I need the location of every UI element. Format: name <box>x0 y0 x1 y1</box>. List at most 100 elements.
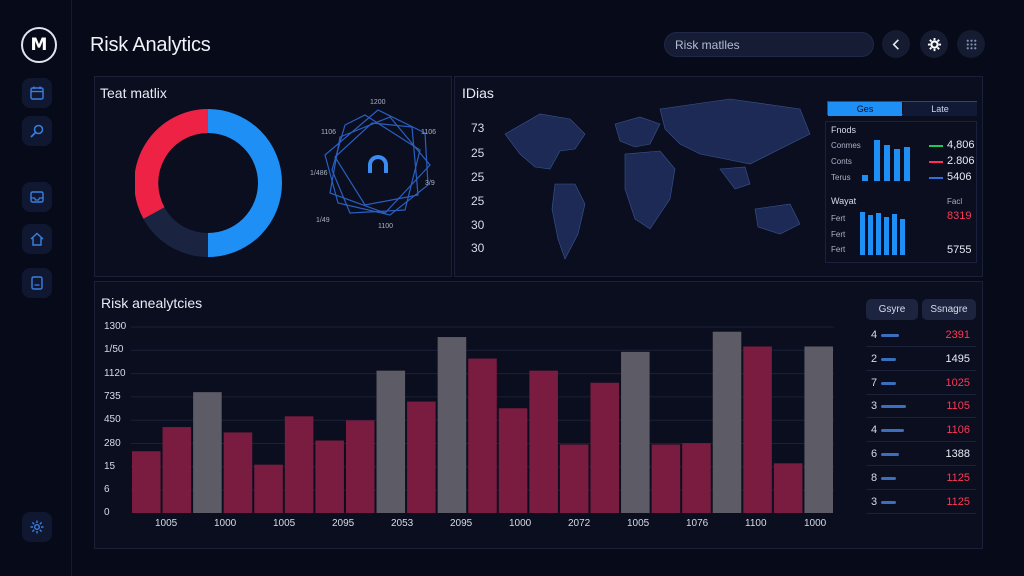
legend-swatch <box>929 145 943 147</box>
mini-row-label: Fert <box>831 214 846 223</box>
x-tick-label: 1076 <box>686 518 709 529</box>
list-item[interactable]: 7 1025 <box>866 372 976 395</box>
grid-icon[interactable] <box>957 30 985 58</box>
list-item-index: 2 <box>871 352 878 365</box>
list-item[interactable]: 4 1106 <box>866 419 976 443</box>
chart-bar[interactable] <box>651 444 681 513</box>
mini-chart-box <box>825 121 977 263</box>
map-value: 25 <box>471 194 485 208</box>
home-icon[interactable] <box>22 224 52 254</box>
inbox-icon[interactable] <box>22 182 52 212</box>
legend-swatch <box>929 177 943 179</box>
chart-bar[interactable] <box>804 346 833 513</box>
chart-bar[interactable] <box>621 351 650 513</box>
radar-label: 3/9 <box>425 180 435 187</box>
chart-bar[interactable] <box>193 392 222 513</box>
list-item[interactable]: 2 1495 <box>866 348 976 371</box>
list-item-bar <box>881 500 896 504</box>
map-panel: IDias 73 25 25 25 30 30 Ges Late Fnods C… <box>454 76 983 277</box>
list-item-bar <box>881 405 906 409</box>
list-item[interactable]: 4 2391 <box>866 324 976 347</box>
list-item-value: 1125 <box>946 495 970 508</box>
tab-late[interactable]: Late <box>903 102 977 116</box>
search-input[interactable] <box>664 32 874 57</box>
y-tick-label: 1120 <box>104 367 126 379</box>
list-item[interactable]: 8 1125 <box>866 467 976 490</box>
list-item-value: 1025 <box>945 376 970 389</box>
x-tick-label: 1005 <box>627 518 650 529</box>
app-logo[interactable]: M <box>21 27 57 63</box>
x-tick-label: 1000 <box>509 518 532 529</box>
mini-small-label: Facl <box>947 197 963 206</box>
chart-bar[interactable] <box>162 427 192 513</box>
x-tick-label: 1005 <box>273 518 296 529</box>
chart-bar[interactable] <box>284 416 314 513</box>
chart-bar[interactable] <box>743 346 772 513</box>
list-item-bar <box>881 381 896 385</box>
chart-bar[interactable] <box>376 370 406 513</box>
map-value: 30 <box>471 241 485 255</box>
list-item-index: 3 <box>871 400 878 413</box>
chart-bar[interactable] <box>345 420 375 513</box>
search-icon[interactable] <box>22 116 52 146</box>
x-tick-label: 2095 <box>332 518 355 529</box>
map-value: 25 <box>471 170 485 184</box>
list-item-value: 1106 <box>946 424 970 437</box>
list-item-bar <box>881 334 899 337</box>
list-item[interactable]: 3 1125 <box>866 491 976 514</box>
chart-bar[interactable] <box>468 358 497 513</box>
radar-label: 1106 <box>321 129 337 136</box>
chart-bar[interactable] <box>223 432 253 513</box>
risk-analytics-title: Risk anealytcies <box>101 295 203 311</box>
x-tick-label: 1000 <box>804 518 827 529</box>
map-title: IDias <box>462 85 494 101</box>
chart-bar[interactable] <box>132 451 161 513</box>
radar-chart <box>324 109 431 216</box>
radar-label: 1100 <box>378 223 394 230</box>
chart-bar[interactable] <box>407 401 436 513</box>
list-item-index: 8 <box>871 471 878 484</box>
heat-matrix-panel: Teat matlix 1200 1106 3/9 1100 1/49 1/48… <box>94 76 452 277</box>
chart-bar[interactable] <box>437 337 467 513</box>
heat-matrix-title: Teat matlix <box>100 85 167 101</box>
mini-bars-top <box>862 140 910 181</box>
radar-label: 1106 <box>421 129 437 136</box>
gear-icon[interactable] <box>920 30 948 58</box>
gsyre-button[interactable]: Gsyre <box>866 299 918 320</box>
mini-value: 5755 <box>947 244 972 256</box>
map-value: 30 <box>471 218 485 232</box>
tab-ges[interactable]: Ges <box>828 102 902 116</box>
settings-icon[interactable] <box>22 512 52 542</box>
chart-bar[interactable] <box>559 444 589 513</box>
calendar-icon[interactable] <box>22 78 52 108</box>
x-tick-label: 2072 <box>568 518 591 529</box>
map-value: 25 <box>471 146 485 160</box>
y-tick-label: 1300 <box>104 321 127 332</box>
x-tick-label: 2095 <box>450 518 473 529</box>
chart-bar[interactable] <box>529 370 558 513</box>
risk-bar-chart <box>131 326 834 513</box>
chart-bar[interactable] <box>498 408 528 513</box>
list-item[interactable]: 3 1105 <box>866 395 976 419</box>
list-item-index: 4 <box>871 329 878 341</box>
chevron-left-icon[interactable] <box>882 30 910 58</box>
mini-value: 5406 <box>947 171 972 183</box>
chart-bar[interactable] <box>712 331 742 513</box>
chart-bar[interactable] <box>315 440 344 513</box>
list-item-index: 3 <box>871 495 878 508</box>
chart-bar[interactable] <box>254 464 283 513</box>
list-item[interactable]: 6 1388 <box>866 443 976 466</box>
document-icon[interactable] <box>22 268 52 298</box>
chart-bar[interactable] <box>773 463 803 513</box>
chart-bar[interactable] <box>590 382 620 513</box>
list-item-bar <box>881 357 896 361</box>
chart-bar[interactable] <box>682 443 711 513</box>
mini-value: 8319 <box>947 210 972 222</box>
world-map <box>504 98 811 260</box>
list-item-bar <box>881 429 904 433</box>
ssnagre-button[interactable]: Ssnagre <box>922 299 976 320</box>
map-value: 73 <box>471 121 485 135</box>
legend-swatch <box>929 161 943 163</box>
list-item-bar <box>881 453 899 456</box>
mini-row-label: Conmes <box>831 141 861 150</box>
